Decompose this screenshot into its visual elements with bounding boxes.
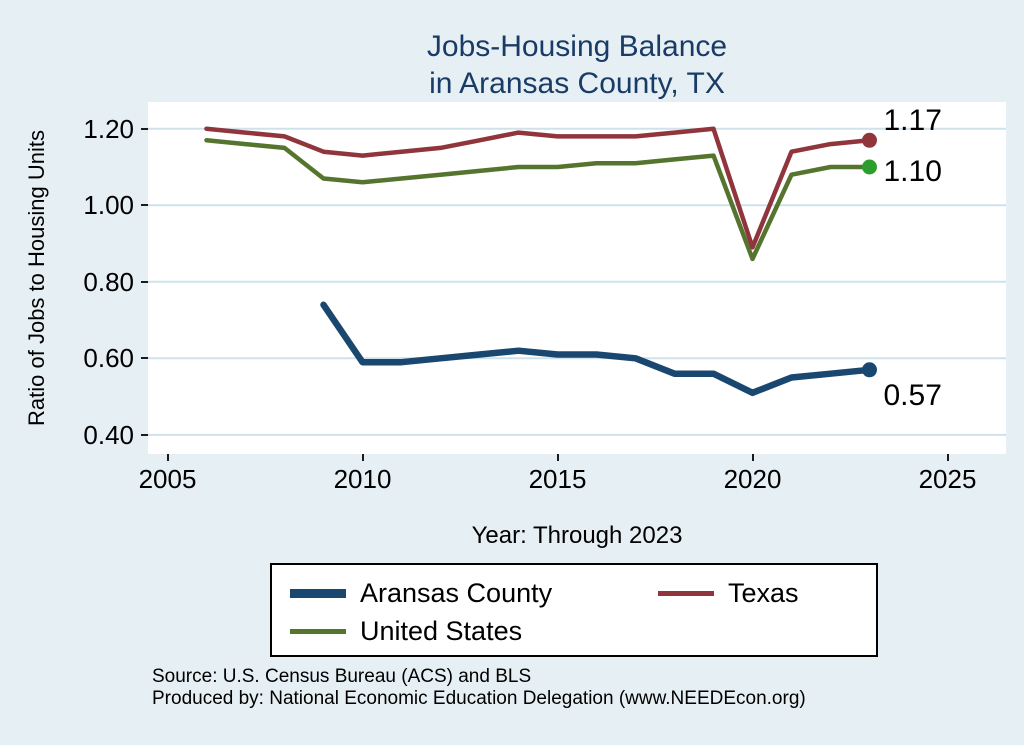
x-tick-label: 2015 — [528, 464, 587, 494]
end-marker-united-states — [862, 159, 877, 175]
legend-swatch-united-states — [290, 628, 346, 634]
x-axis-label: Year: Through 2023 — [471, 522, 683, 549]
x-tick-mark — [556, 454, 559, 461]
x-tick-mark — [361, 454, 364, 461]
produced-by-line: Produced by: National Economic Education… — [152, 688, 806, 709]
legend-swatch-aransas-county — [290, 588, 346, 598]
y-tick-label: 1.20 — [83, 113, 134, 144]
legend-item-texas: Texas — [658, 575, 799, 611]
x-tick-mark — [166, 454, 169, 461]
series-line-aransas-county — [320, 301, 873, 397]
x-tick-label: 2020 — [723, 464, 782, 494]
x-tick-label: 2025 — [918, 464, 977, 494]
y-tick-mark — [141, 433, 148, 436]
chart-title: Jobs-Housing Balance in Aransas County, … — [148, 28, 1006, 102]
end-marker-texas — [862, 132, 877, 148]
legend-label-texas: Texas — [728, 577, 799, 608]
plot-area — [148, 102, 1006, 454]
source-note: Source: U.S. Census Bureau (ACS) and BLS… — [152, 666, 806, 710]
y-tick-mark — [141, 280, 148, 283]
end-label-aransas-county: 0.57 — [883, 378, 942, 412]
y-tick-mark — [141, 204, 148, 207]
y-tick-label: 0.40 — [83, 419, 134, 450]
x-tick-label: 2010 — [333, 464, 392, 494]
end-label-united-states: 1.10 — [883, 155, 942, 189]
legend-swatch-texas — [658, 590, 714, 596]
end-marker-aransas-county — [862, 362, 877, 378]
x-tick-mark — [946, 454, 949, 461]
source-line: Source: U.S. Census Bureau (ACS) and BLS — [152, 666, 532, 687]
end-label-texas: 1.17 — [883, 104, 942, 138]
chart-title-line1: Jobs-Housing Balance — [426, 30, 728, 63]
y-tick-label: 0.80 — [83, 266, 134, 297]
x-tick-label: 2005 — [138, 464, 197, 494]
y-tick-mark — [141, 357, 148, 360]
legend: Aransas County Texas United States — [270, 563, 878, 657]
series-line-texas — [204, 126, 872, 250]
legend-item-united-states: United States — [290, 613, 522, 649]
chart-title-line2: in Aransas County, TX — [429, 67, 725, 100]
legend-item-aransas-county: Aransas County — [290, 575, 552, 611]
y-tick-label: 1.00 — [83, 190, 134, 221]
y-tick-mark — [141, 127, 148, 130]
series-line-united-states — [204, 138, 872, 262]
plot-svg — [148, 126, 1006, 436]
x-tick-mark — [751, 454, 754, 461]
legend-label-aransas-county: Aransas County — [360, 577, 553, 608]
legend-label-united-states: United States — [360, 615, 523, 646]
y-tick-label: 0.60 — [83, 343, 134, 374]
